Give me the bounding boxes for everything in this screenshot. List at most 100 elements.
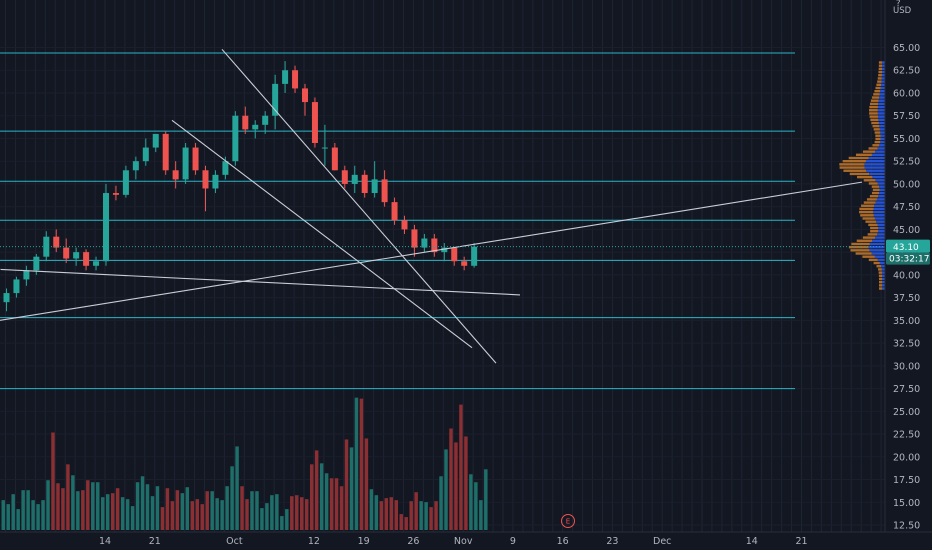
- candle: [83, 249, 90, 271]
- volume-profile-buy-bar: [879, 188, 885, 192]
- volume-bar: [319, 463, 324, 530]
- candle: [391, 197, 398, 225]
- candle-body: [431, 238, 438, 253]
- volume-profile-sell-bar: [859, 210, 874, 214]
- volume-profile-sell-bar: [871, 191, 880, 195]
- candle: [381, 170, 388, 207]
- price-tick-label: 57.50: [893, 111, 920, 122]
- volume-bar: [16, 509, 20, 530]
- volume-bar: [344, 439, 349, 530]
- volume-profile-sell-bar: [863, 179, 876, 182]
- volume-profile-sell-bar: [870, 226, 879, 230]
- volume-profile-sell-bar: [862, 236, 876, 239]
- volume-bar: [389, 497, 394, 530]
- volume-profile-buy-bar: [877, 233, 885, 236]
- volume-profile-sell-bar: [859, 207, 874, 211]
- time-tick-label: 9: [510, 536, 516, 547]
- volume-profile-buy-bar: [880, 131, 885, 134]
- volume-profile-sell-bar: [865, 220, 877, 223]
- volume-profile-sell-bar: [868, 223, 878, 227]
- volume-profile-buy-bar: [879, 93, 885, 96]
- candle-body: [93, 261, 100, 266]
- candle: [441, 243, 448, 262]
- volume-profile-buy-bar: [882, 67, 885, 71]
- volume-bar: [429, 507, 433, 530]
- volume-profile-buy-bar: [879, 185, 885, 188]
- trendlines[interactable]: [0, 48, 863, 364]
- volume-profile-sell-bar: [869, 195, 879, 198]
- volume-bar: [81, 490, 85, 530]
- price-tick-label: 27.50: [893, 384, 920, 395]
- candle-body: [232, 115, 239, 162]
- volume-bar: [334, 478, 339, 530]
- candle: [103, 183, 109, 266]
- volume-bar: [101, 497, 105, 530]
- volume-profile-buy-bar: [865, 159, 885, 163]
- volume-bar: [414, 492, 418, 530]
- candle-body: [311, 102, 318, 143]
- volume-profile-sell-bar: [878, 61, 883, 64]
- volume-bar: [66, 464, 70, 530]
- volume-bar: [290, 496, 294, 530]
- volume-bar: [56, 483, 60, 530]
- volume-bar: [225, 486, 229, 530]
- trendline: [171, 119, 473, 349]
- time-tick-label: 19: [358, 536, 370, 547]
- volume-bar: [419, 501, 423, 530]
- volume-bar: [235, 446, 239, 530]
- volume-bar: [384, 498, 389, 530]
- volume-bar: [454, 442, 458, 530]
- volume-profile-sell-bar: [878, 280, 883, 284]
- volume-profile-sell-bar: [869, 112, 878, 115]
- time-axis[interactable]: 14 21 Oct 12 19 26 Nov 9 16 23 Dec 14 21: [0, 531, 932, 547]
- candle-body: [441, 247, 448, 253]
- volume-profile-buy-bar: [882, 61, 885, 64]
- volume-bar: [309, 464, 314, 530]
- candle: [23, 265, 30, 286]
- price-axis[interactable]: 12.50 15.00 17.50 20.00 22.50 25.00 27.50 30.00…: [893, 0, 920, 532]
- volume-bar: [155, 486, 160, 530]
- candle: [43, 231, 50, 262]
- time-tick-label: 26: [407, 536, 419, 547]
- candle: [461, 256, 468, 271]
- candle: [13, 276, 20, 298]
- volume-profile-buy-bar: [882, 277, 885, 281]
- candle-body: [371, 179, 378, 194]
- volume-bar: [295, 495, 299, 530]
- candle: [212, 170, 219, 194]
- volume-bar: [230, 466, 234, 530]
- candle: [192, 143, 199, 175]
- candle: [351, 165, 358, 194]
- volume-profile-buy-bar: [877, 182, 885, 185]
- volume-bar: [41, 500, 45, 530]
- volume-bar: [469, 474, 473, 530]
- volume-bar: [105, 494, 110, 530]
- candle-body: [451, 247, 458, 262]
- volume-bar: [200, 504, 204, 530]
- volume-profile-buy-bar: [882, 274, 885, 277]
- volume-profile-sell-bar: [850, 249, 870, 252]
- price-tick-label: 22.50: [893, 430, 920, 441]
- volume-bar: [459, 404, 463, 530]
- volume-profile-sell-bar: [862, 150, 876, 153]
- volume-bar: [210, 491, 214, 530]
- volume-profile-buy-bar: [871, 252, 885, 255]
- volume-bar: [314, 450, 319, 530]
- volume-bar: [125, 499, 130, 530]
- volume-profile-sell-bar: [843, 169, 867, 172]
- candle-body: [401, 220, 408, 230]
- volume-profile-buy-bar: [879, 191, 885, 195]
- volume-bar: [175, 490, 180, 530]
- volume-profile-buy-bar: [877, 112, 885, 115]
- volume-bar: [91, 482, 95, 530]
- candle-body: [421, 238, 428, 248]
- volume-bar: [135, 482, 140, 530]
- volume-bar: [444, 449, 448, 530]
- volume-profile-buy-bar: [869, 242, 885, 246]
- candle: [93, 256, 100, 271]
- volume-profile-buy-bar: [880, 140, 885, 144]
- volume-profile-sell-bar: [872, 188, 880, 192]
- volume-profile-sell-bar: [875, 134, 881, 137]
- price-tick-label: 12.50: [893, 521, 920, 532]
